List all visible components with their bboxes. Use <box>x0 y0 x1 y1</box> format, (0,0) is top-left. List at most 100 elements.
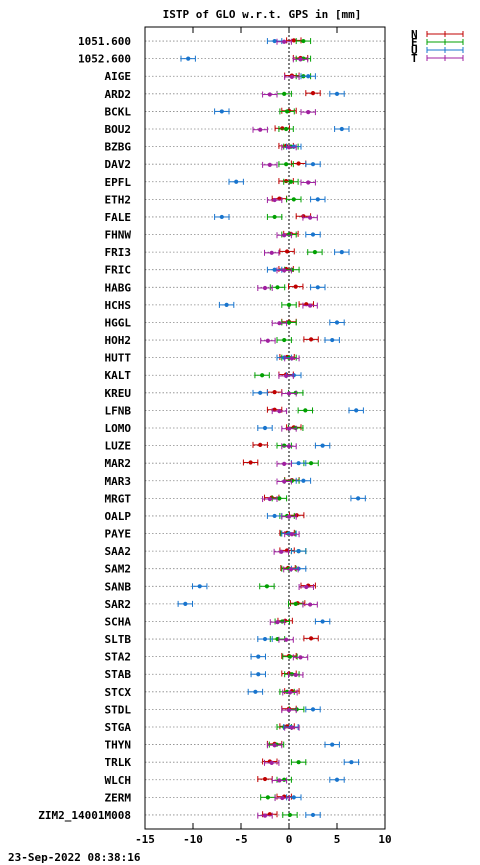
error-bar-t <box>302 302 318 309</box>
site-label: SANB <box>105 580 132 593</box>
data-point-n <box>272 390 277 395</box>
site-label: DAV2 <box>105 158 132 171</box>
data-point-u <box>330 742 335 747</box>
error-bar-e <box>286 196 302 203</box>
data-point-u <box>320 443 325 448</box>
data-point-t <box>269 250 274 255</box>
error-bar-u <box>310 284 326 291</box>
error-bar-u <box>247 688 264 695</box>
data-point-e <box>284 126 289 132</box>
data-point-t <box>286 708 292 713</box>
site-label: 1052.600 <box>78 53 131 66</box>
data-point-u <box>310 162 316 167</box>
site-label: LFNB <box>105 404 132 417</box>
error-bar-u <box>252 389 268 396</box>
data-point-t <box>280 795 285 801</box>
data-point-t <box>277 409 282 414</box>
data-point-u <box>310 707 316 712</box>
error-bar-n <box>305 90 321 97</box>
data-point-u <box>334 320 340 325</box>
data-point-n <box>310 91 316 96</box>
error-bar-e <box>295 55 312 62</box>
data-point-n <box>308 337 314 342</box>
site-label-layer: 1051.600 1052.600 AIGE ARD2 BCKL BOU2 BZBG DAV2… <box>38 35 131 822</box>
error-bar-e <box>259 583 275 590</box>
data-point-u <box>310 812 316 818</box>
error-bar-u <box>310 196 326 203</box>
error-bar-n <box>266 389 283 396</box>
error-bar-e <box>281 319 297 326</box>
error-bar-u <box>180 55 196 62</box>
data-point-t <box>284 637 289 642</box>
data-point-t <box>286 514 292 519</box>
data-point-t <box>293 672 298 678</box>
error-bar-t <box>264 759 280 766</box>
data-point-u <box>320 619 325 624</box>
data-point-e <box>282 91 287 96</box>
error-bar-t <box>302 214 318 221</box>
error-bar-t <box>284 531 300 538</box>
site-label: ZERM <box>105 791 132 804</box>
error-bar-u <box>257 636 273 643</box>
site-label: HUTT <box>105 352 132 365</box>
data-point-u <box>339 250 344 255</box>
data-point-t <box>267 496 272 502</box>
data-point-n <box>291 38 296 43</box>
error-bar-t <box>262 161 278 168</box>
error-bar-t <box>257 284 273 291</box>
legend-swatch-t <box>426 55 464 61</box>
error-bar-u <box>343 759 360 766</box>
error-bar-t <box>276 478 292 485</box>
data-point-e <box>288 179 294 184</box>
data-point-t <box>286 444 292 449</box>
site-label: HCHS <box>105 299 132 312</box>
data-point-n <box>308 636 314 641</box>
site-label: SAR2 <box>105 598 132 611</box>
data-point-n <box>296 161 301 166</box>
error-bar-u <box>329 90 345 97</box>
data-point-e <box>303 408 308 413</box>
data-point-e <box>264 584 270 589</box>
error-bar-e <box>269 284 286 291</box>
data-point-u <box>234 179 239 184</box>
error-bar-t <box>274 795 290 802</box>
data-point-e <box>296 760 301 765</box>
data-point-e <box>282 443 287 448</box>
error-bar-t <box>266 742 283 749</box>
error-bar-u <box>250 653 266 660</box>
data-point-u <box>291 795 296 800</box>
data-point-u <box>224 302 229 307</box>
data-point-t <box>288 567 294 572</box>
error-bar-t <box>276 267 292 274</box>
error-bar-u <box>314 618 331 625</box>
data-point-u <box>301 478 306 483</box>
site-label: EPFL <box>105 176 132 189</box>
data-point-e <box>289 672 294 677</box>
error-bar-u <box>314 442 331 449</box>
error-bar-u <box>324 741 340 748</box>
error-bar-t <box>276 460 292 467</box>
error-bar-e <box>281 301 297 308</box>
site-label: TRLK <box>105 756 132 769</box>
data-point-e <box>284 162 289 167</box>
error-bar-u <box>192 583 208 590</box>
error-bar-u <box>295 477 312 484</box>
error-bar-e <box>266 213 283 220</box>
error-bar-t <box>281 425 297 432</box>
error-bar-t <box>302 601 318 608</box>
data-point-t <box>306 110 311 115</box>
data-point-e <box>275 285 280 290</box>
error-bar-e <box>278 161 294 168</box>
site-label: STCX <box>105 686 132 699</box>
data-point-t <box>287 690 293 695</box>
site-label: ZIM2_14001M008 <box>38 809 131 822</box>
data-point-u <box>339 126 344 132</box>
site-label: STGA <box>105 721 132 734</box>
error-bar-t <box>276 232 292 239</box>
site-label: ARD2 <box>105 88 132 101</box>
error-bar-t <box>278 636 294 643</box>
data-point-t <box>269 760 274 765</box>
x-axis: -15 -10 -5 0 5 10 <box>135 27 392 846</box>
data-point-u <box>296 461 301 466</box>
